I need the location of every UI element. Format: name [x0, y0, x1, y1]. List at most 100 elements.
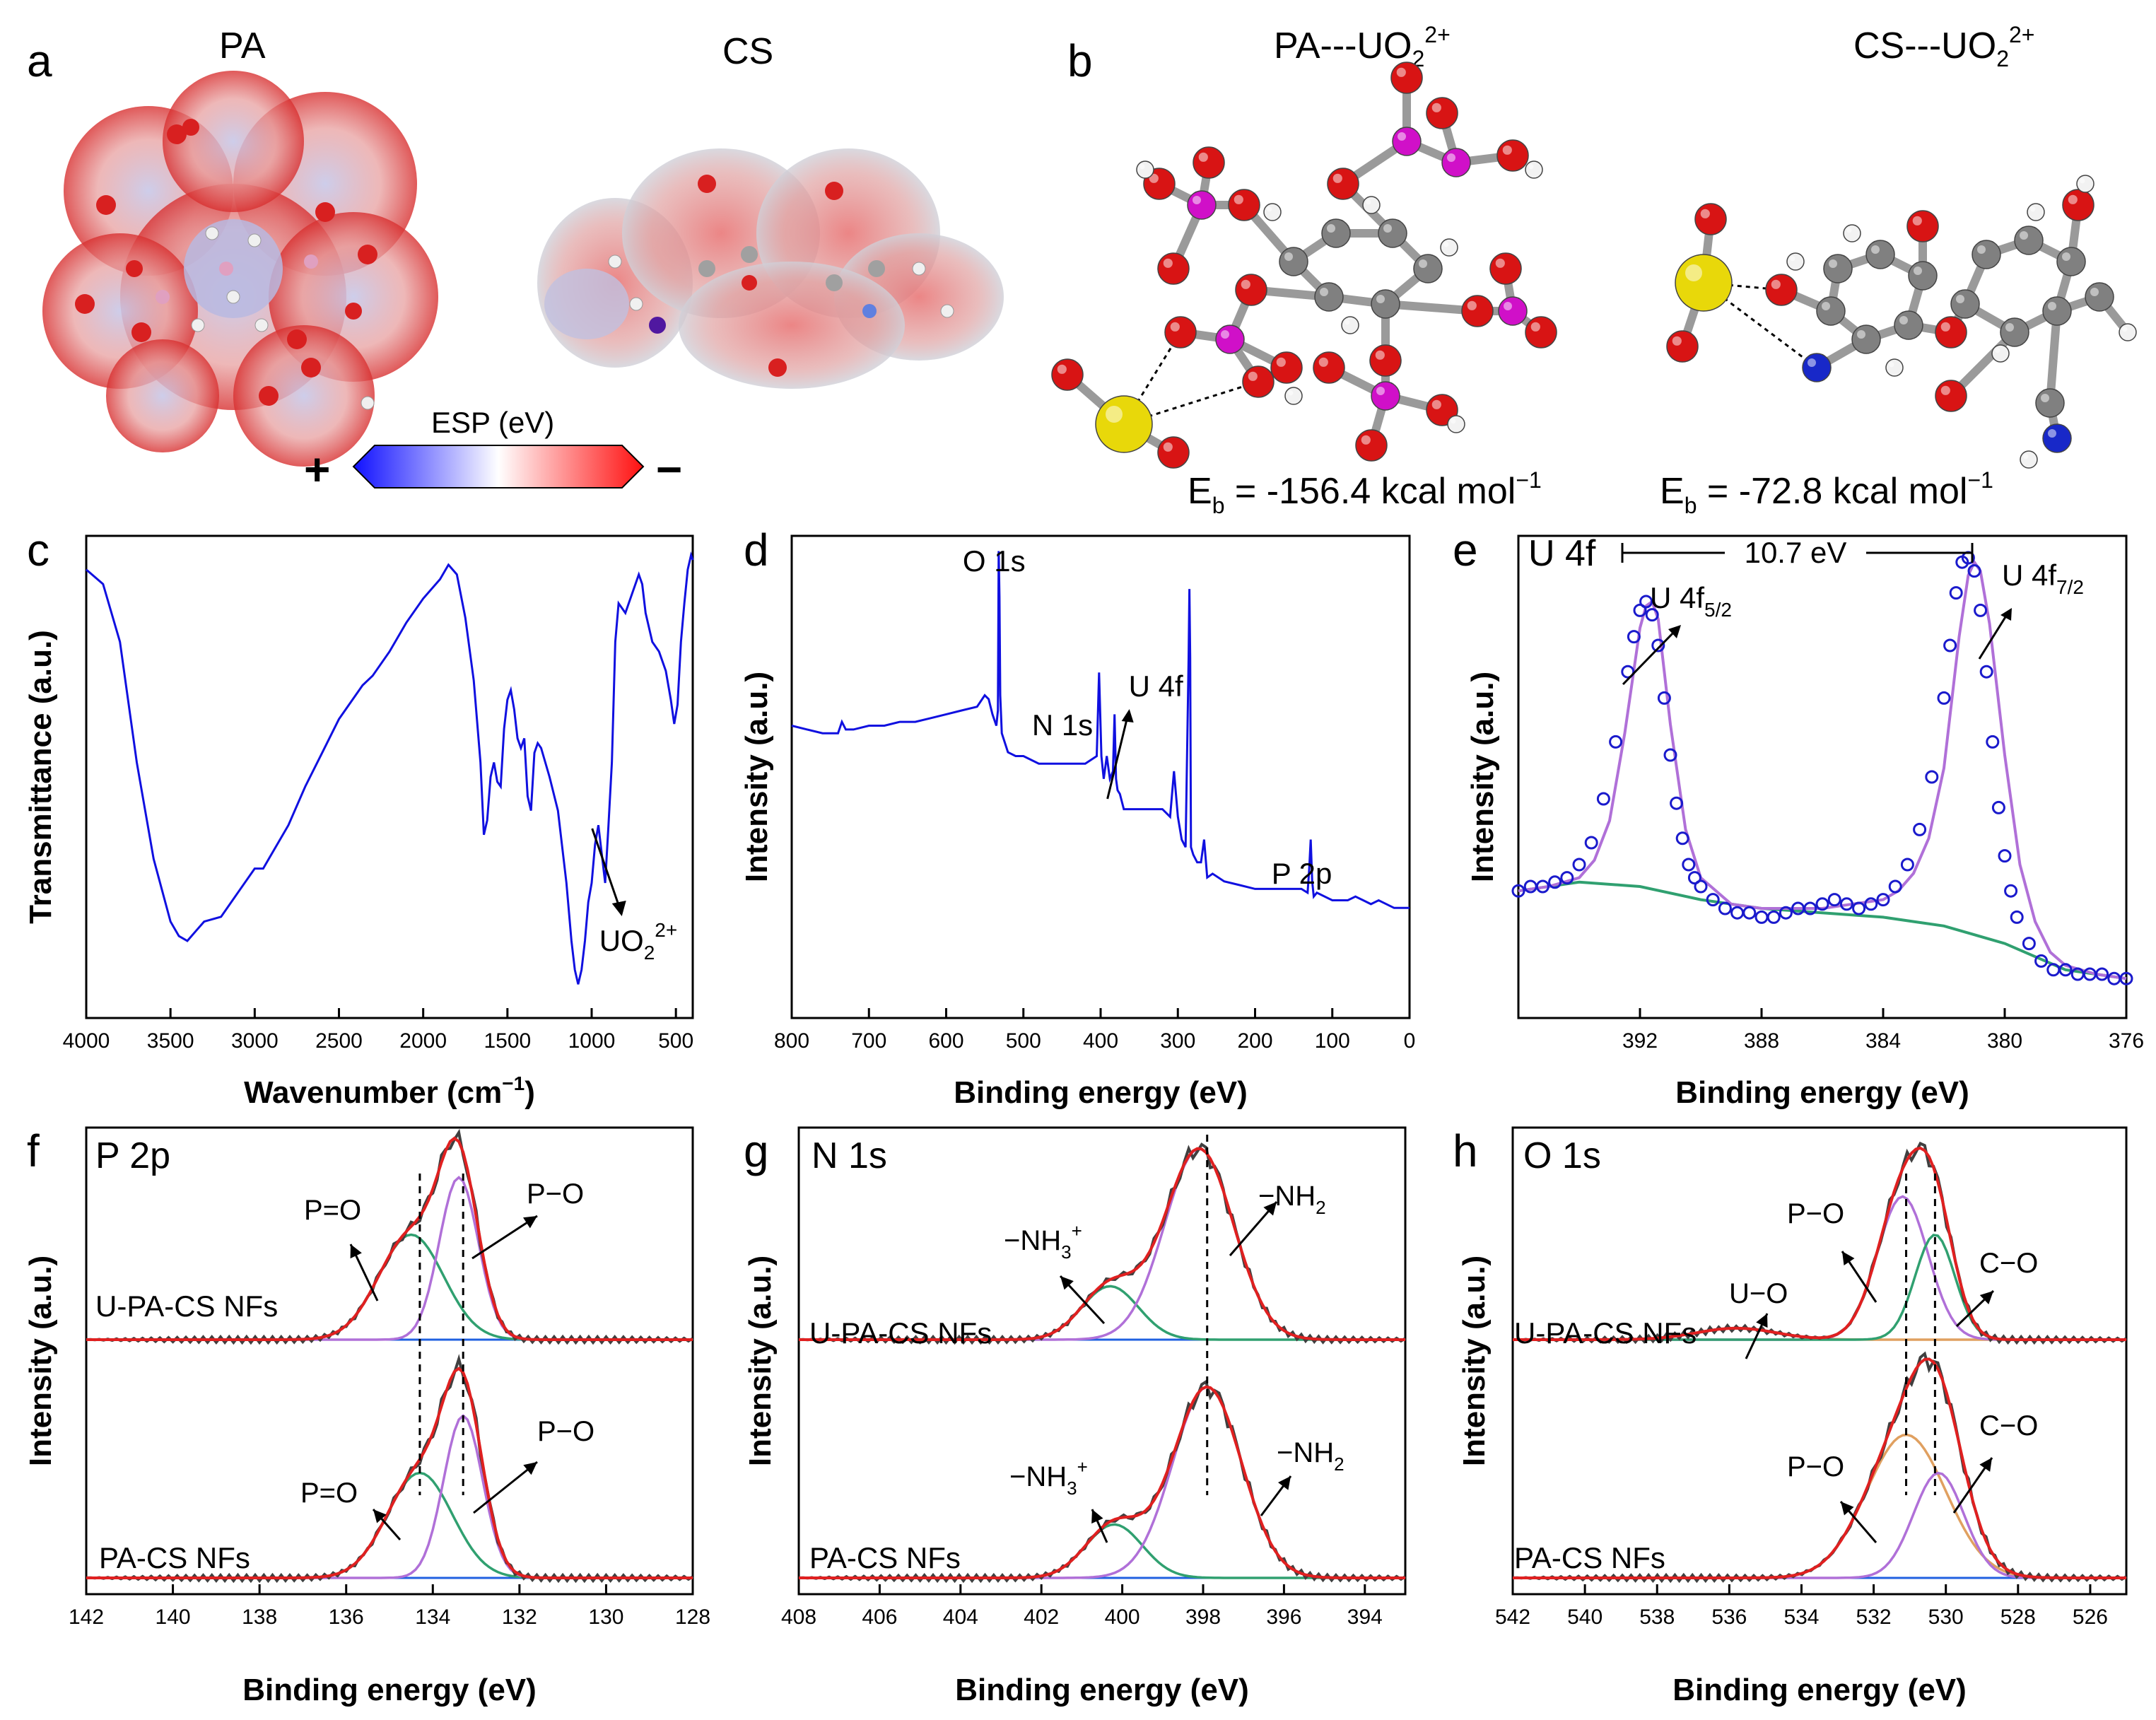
xtick-label: 3500: [147, 1029, 194, 1053]
fit-envelope: [1513, 1146, 2126, 1341]
data-point: [1967, 564, 1981, 578]
u4f52-label: U 4f5/2: [1650, 581, 1732, 621]
data-point: [2119, 971, 2133, 985]
coordination-bond: [1123, 380, 1259, 426]
panel-h-frame: [1511, 1126, 2128, 1596]
data-point: [2034, 954, 2049, 968]
xtick-label: 404: [943, 1605, 978, 1629]
data-point: [1876, 893, 1890, 907]
data-point: [2022, 937, 2036, 951]
atom-highlight: [1376, 295, 1385, 303]
panel-f-top-sample-label: U-PA-CS NFs: [95, 1289, 278, 1323]
xtick-label: 532: [1856, 1605, 1892, 1629]
atom-highlight: [1889, 362, 1894, 368]
oxygen-atom: [1765, 274, 1798, 306]
atom-highlight: [1790, 256, 1795, 262]
panel-g-header: N 1s: [812, 1135, 887, 1176]
panel-h-xticks: 542 540 538 536 534 532 530 528 526: [1495, 1584, 2108, 1629]
panel-d-annotations: O 1s N 1s U 4f P 2p: [963, 544, 1332, 890]
hydrogen-atom: [1341, 316, 1359, 334]
hydrogen-atom: [1284, 387, 1303, 405]
atom-highlight: [1248, 371, 1258, 381]
data-point: [1827, 893, 1841, 907]
atom-highlight: [2048, 302, 2056, 310]
panel-e-header: U 4f: [1528, 533, 1596, 574]
peak-arrowhead: [523, 1462, 537, 1475]
colorbar-minus-sign: −: [656, 444, 682, 495]
xtick-label: 132: [502, 1605, 537, 1629]
xtick-label: 540: [1567, 1605, 1603, 1629]
nitrogen-atom: [2042, 423, 2072, 453]
atom-highlight: [1163, 258, 1173, 268]
atom-highlight: [1808, 358, 1816, 367]
atom-highlight: [2041, 394, 2049, 402]
panel-letter-h: h: [1453, 1125, 1478, 1176]
hydrogen-atom: [2027, 203, 2045, 221]
atom-highlight: [2023, 454, 2029, 460]
panel-f-frame: [85, 1126, 694, 1596]
oxygen-atom: [1694, 203, 1727, 235]
colorbar-title: ESP (eV): [431, 406, 554, 439]
data-point: [1803, 901, 1817, 915]
peak-arrowhead: [1841, 1502, 1854, 1516]
atom-highlight: [1431, 399, 1441, 409]
atom-highlight: [2080, 178, 2085, 184]
binding-energy-cs: Eb = -72.8 kcal mol−1: [1660, 467, 1993, 518]
phosphorus-atom: [1187, 190, 1217, 220]
panel-g-frame: [797, 1126, 1407, 1596]
fit-envelope: [799, 1385, 1405, 1579]
oxygen-atom: [1426, 97, 1458, 129]
data-point: [1706, 893, 1720, 907]
oxygen-atom: [1313, 351, 1345, 384]
u4f72-label: U 4f7/2: [2002, 558, 2084, 598]
oxygen-atom: [1666, 330, 1699, 363]
atom-highlight: [1846, 228, 1852, 233]
panel-e: e 392 388 384 380 376 U 4f 10.7 eV U 4f5/2 U…: [1453, 525, 2144, 1110]
data-point: [1657, 691, 1671, 705]
peak-arrowhead: [1842, 1251, 1855, 1265]
hydrogen-atom: [1136, 160, 1154, 179]
carbon-atom: [2014, 226, 2044, 255]
ftir-spectrum-line: [86, 551, 694, 985]
panel-h: h 542 540 538 536 534 532 530 528 526 O 1s U-PA-…: [1453, 1125, 2128, 1707]
cs-esp-surface: [537, 148, 1004, 389]
panel-letter-e: e: [1453, 525, 1478, 575]
carbon-atom: [2000, 317, 2029, 347]
xtick-label: 600: [928, 1029, 963, 1053]
carbon-atom: [1972, 240, 2001, 269]
oxygen-atom: [1461, 295, 1494, 327]
panel-letter-a: a: [27, 35, 52, 86]
phosphorus-atom: [1215, 324, 1245, 354]
u4f-background-curve: [1518, 880, 2127, 981]
atom-highlight: [2068, 194, 2078, 204]
hydrogen-atom: [1447, 415, 1465, 433]
panel-g-peak-labels: −NH3+−NH2−NH3+ −NH2: [1004, 1181, 1344, 1543]
peak-label: U−O: [1729, 1278, 1788, 1309]
xtick-label: 398: [1185, 1605, 1221, 1629]
data-point: [1991, 800, 2005, 814]
peak-arrow: [471, 1215, 538, 1260]
hydrogen-atom: [1885, 358, 1904, 377]
xtick-label: 392: [1622, 1029, 1658, 1053]
atom-highlight: [1419, 259, 1427, 268]
oxygen-atom: [1228, 189, 1260, 221]
xtick-label: 2000: [399, 1029, 447, 1053]
data-point: [1560, 871, 1574, 885]
atom-highlight: [1977, 245, 1986, 254]
hydrogen-atom: [2020, 450, 2038, 469]
xtick-label: 542: [1495, 1605, 1530, 1629]
data-point: [1596, 792, 1610, 806]
atom-highlight: [1267, 206, 1272, 212]
survey-peak-label: P 2p: [1272, 857, 1332, 890]
oxygen-atom: [1157, 252, 1190, 285]
atom-highlight: [1163, 442, 1173, 452]
xtick-label: 536: [1711, 1605, 1747, 1629]
u4f52-arrowhead: [1668, 625, 1681, 638]
atom-highlight: [1504, 302, 1512, 310]
hydrogen-atom: [1440, 238, 1458, 257]
xtick-label: 700: [851, 1029, 886, 1053]
data-point: [1687, 871, 1701, 885]
data-point: [1609, 735, 1623, 749]
atom-highlight: [2090, 288, 2099, 296]
